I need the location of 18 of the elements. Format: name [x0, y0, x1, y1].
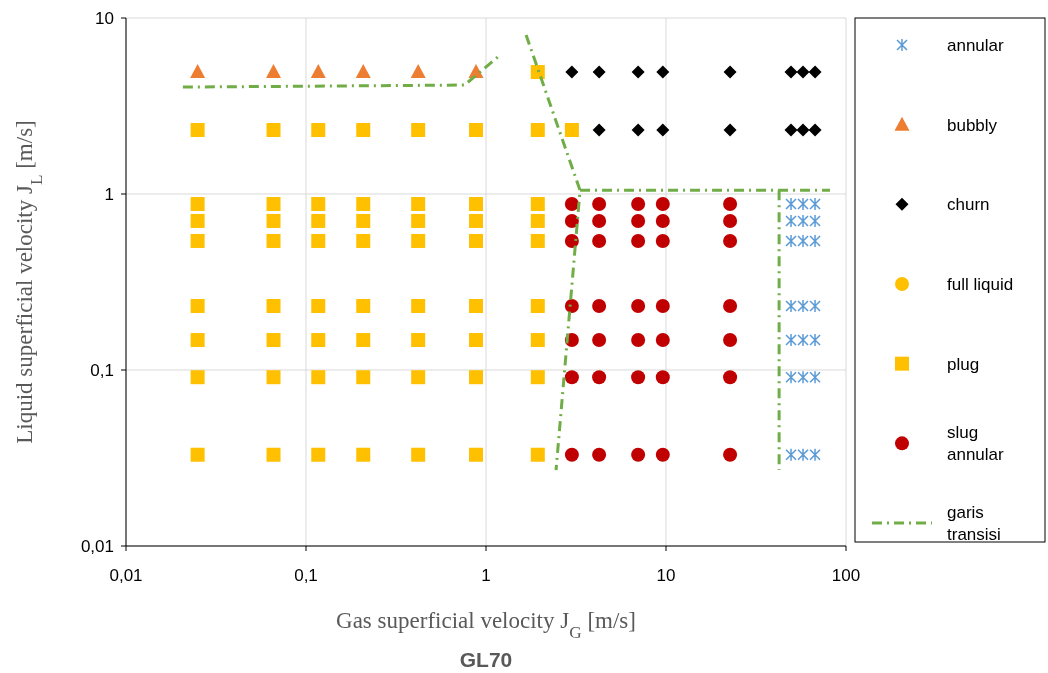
x-tick-label: 0,1 [294, 566, 318, 585]
legend-label: bubbly [947, 115, 998, 135]
y-tick-label: 1 [104, 185, 114, 204]
x-axis-title: Gas superficial velocity J$_{G}$ [m/s] [336, 608, 636, 642]
legend-label: full liquid [947, 275, 1014, 294]
x-tick-label: 1 [481, 566, 491, 585]
legend-label: annular [947, 36, 1005, 55]
x-tick-label: 10 [656, 566, 676, 585]
legend-label: plug [947, 354, 980, 374]
legend-label: garis transisi [947, 503, 1001, 544]
x-tick-label: 0,01 [109, 566, 143, 585]
y-tick-label: 0,1 [90, 361, 114, 380]
legend-label: slug annular [947, 423, 1005, 465]
x-tick-label: 100 [831, 566, 861, 585]
y-tick-label: 0,01 [80, 537, 114, 556]
text: GL70 [459, 648, 513, 671]
legend-label: churn [947, 195, 990, 215]
y-tick-label: 10 [95, 9, 114, 28]
